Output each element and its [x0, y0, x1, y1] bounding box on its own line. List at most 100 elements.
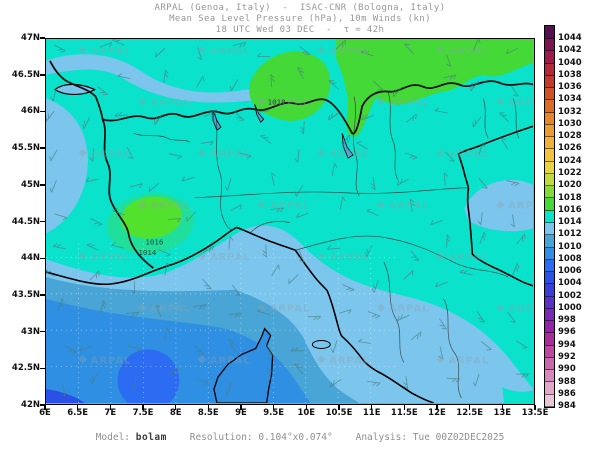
- wind-barb: [367, 381, 381, 387]
- colorbar-label: 1014: [558, 217, 582, 227]
- watermark-logo-icon: [495, 200, 505, 209]
- lat-label: 45N: [21, 179, 40, 190]
- fill-west-lobe-1012-1014: [46, 98, 88, 234]
- watermark-text: ARPAL: [91, 46, 132, 57]
- wind-barb: [228, 339, 236, 352]
- lon-label: 12E: [428, 408, 446, 418]
- wind-barb: [82, 116, 91, 129]
- lon-tick: [403, 405, 406, 410]
- wind-barb: [290, 347, 304, 352]
- wind-barb: [158, 249, 171, 257]
- lat-tick: [40, 110, 45, 113]
- arpal-watermark: ARPAL: [495, 303, 533, 315]
- lon-label: 9.5E: [263, 408, 285, 418]
- wind-barb: [330, 379, 342, 388]
- watermark-logo-icon: [197, 355, 207, 364]
- colorbar-segment: [545, 161, 554, 174]
- wind-barb: [202, 245, 215, 254]
- wind-barb: [267, 368, 273, 382]
- watermark-logo-icon: [436, 355, 445, 364]
- colorbar-segment: [545, 308, 554, 322]
- watermark-text: ARPAL: [91, 355, 132, 366]
- lon-tick: [76, 405, 79, 410]
- lat-tick: [40, 74, 45, 76]
- wind-barb: [459, 269, 473, 276]
- colorbar-label: 1010: [558, 241, 582, 252]
- lon-label: 12.5E: [456, 408, 484, 418]
- watermark-logo-icon: [257, 303, 266, 312]
- lon-label: 7E: [104, 408, 117, 418]
- footer: Model: bolam Resolution: 0.104°x0.074° A…: [0, 432, 600, 443]
- arpal-watermark: ARPAL: [495, 200, 533, 212]
- wind-barb: [506, 180, 520, 187]
- border-france-italy: [101, 118, 154, 269]
- lon-tick: [370, 405, 373, 410]
- watermark-layer: ARPAL ARPAL ARPAL ARPAL ARPAL ARPAL ARPAL ARPAL…: [78, 45, 533, 366]
- watermark-text: ARPAL: [449, 252, 490, 263]
- map-area: ARPAL ARPAL ARPAL ARPAL ARPAL ARPAL ARPAL ARPAL…: [45, 38, 535, 405]
- lon-tick: [468, 405, 471, 410]
- arpal-watermark: ARPAL: [317, 355, 369, 366]
- wind-barb: [446, 377, 460, 383]
- wind-barb: [117, 73, 131, 80]
- watermark-logo-icon: [317, 252, 326, 261]
- watermark-text: ARPAL: [210, 355, 251, 366]
- wind-barb: [233, 41, 247, 48]
- wind-barb: [403, 376, 409, 390]
- colorbar-segment: [545, 51, 554, 64]
- colorbar-segment: [545, 100, 554, 113]
- wind-barb: [168, 153, 182, 160]
- wind-barb: [155, 47, 166, 58]
- wind-barb: [129, 183, 143, 189]
- colorbar-label: 1018: [558, 192, 582, 203]
- wind-barb: [46, 269, 56, 277]
- resolution-label: Resolution:: [166, 432, 259, 443]
- colorbar-label: 1006: [558, 266, 582, 277]
- arpal-watermark: ARPAL: [436, 252, 490, 263]
- colorbar-segment: [545, 222, 554, 236]
- lat-label: 42N: [21, 400, 40, 410]
- wind-barb: [114, 111, 128, 117]
- wind-barb: [111, 242, 125, 249]
- watermark-text: ARPAL: [270, 97, 311, 108]
- wind-barb: [372, 80, 384, 91]
- wind-barb: [294, 185, 303, 197]
- lat-label: 44N: [21, 253, 40, 264]
- lat-label: 43N: [21, 326, 40, 337]
- lon-label: 6.5E: [67, 408, 89, 418]
- wind-barb: [89, 148, 95, 162]
- pressure-map: ARPAL ARPAL ARPAL ARPAL ARPAL ARPAL ARPAL ARPAL…: [46, 39, 533, 403]
- wind-barb: [512, 263, 520, 276]
- colorbar-segment: [545, 210, 554, 223]
- fill-piedmont-core-1018-1020: [120, 196, 182, 239]
- watermark-text: ARPAL: [270, 201, 311, 212]
- wind-barb: [85, 177, 99, 183]
- wind-barb: [256, 52, 271, 58]
- watermark-text: ARPAL: [329, 252, 370, 263]
- wind-barb: [439, 318, 447, 330]
- wind-barb: [164, 262, 171, 276]
- lat-label: 47N: [21, 33, 40, 43]
- wind-barb: [231, 284, 241, 296]
- colorbar-segment: [545, 75, 554, 89]
- watermark-text: ARPAL: [449, 149, 490, 160]
- colorbar-label: 1004: [558, 278, 582, 289]
- lon-tick: [174, 405, 177, 410]
- wind-barb: [341, 134, 351, 147]
- wind-barb: [446, 54, 452, 67]
- wind-barb: [338, 309, 352, 315]
- watermark-text: ARPAL: [389, 304, 430, 315]
- elba-island: [311, 340, 331, 349]
- colorbar-segment: [545, 284, 554, 297]
- wind-barb: [260, 134, 272, 144]
- watermark-logo-icon: [197, 252, 207, 261]
- fill-sea-low-1004-1006: [46, 389, 85, 403]
- arpal-watermark: ARPAL: [257, 97, 311, 108]
- wind-barb: [125, 311, 140, 317]
- watermark-text: ARPAL: [210, 252, 251, 263]
- lat-tick: [40, 367, 45, 370]
- watermark-text: ARPAL: [508, 304, 533, 315]
- colorbar-label: 1022: [558, 167, 582, 178]
- wind-barb: [498, 112, 509, 123]
- wind-barb: [342, 284, 355, 292]
